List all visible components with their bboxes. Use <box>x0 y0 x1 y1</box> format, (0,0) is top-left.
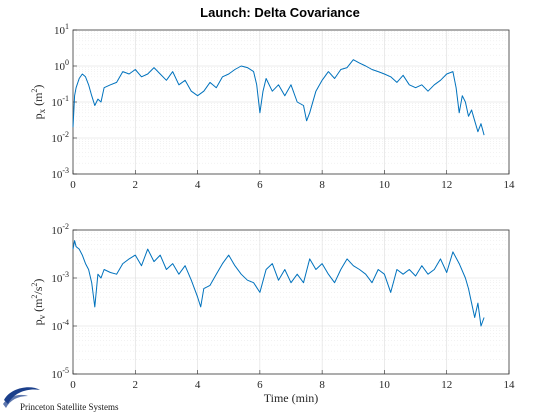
x-tick-label: 10 <box>379 179 391 191</box>
y-tick-exponent: -5 <box>62 366 69 375</box>
y-tick-label: 10-2 <box>51 222 69 237</box>
x-tick-label: 14 <box>504 379 516 391</box>
logo-swoosh-icon <box>4 387 40 404</box>
y-tick-label: 10-1 <box>51 94 69 109</box>
y-tick-exponent: -1 <box>62 94 69 103</box>
x-tick-label: 8 <box>319 179 325 191</box>
x-tick-label: 8 <box>319 379 325 391</box>
y-tick-exponent: -2 <box>62 130 69 139</box>
company-logo: Princeton Satellite Systems <box>3 387 119 412</box>
x-tick-label: 0 <box>70 379 76 391</box>
logo-swoosh-accent-icon <box>3 394 28 408</box>
series-line <box>72 240 485 327</box>
axes-border <box>72 229 510 375</box>
y-tick-label: 101 <box>54 22 69 37</box>
x-tick-label: 4 <box>195 379 201 391</box>
x-axis-label: Time (min) <box>264 391 319 405</box>
x-tick-label: 2 <box>133 179 139 191</box>
y-axis-label: px (m2) <box>30 85 47 120</box>
series-line <box>72 59 485 136</box>
y-tick-label: 10-3 <box>51 166 69 181</box>
y-tick-label: 10-3 <box>51 270 69 285</box>
y-tick-exponent: -3 <box>62 166 69 175</box>
y-tick-label: 10-5 <box>51 366 69 381</box>
y-axis-label: pv (m2/s2) <box>30 279 47 326</box>
y-tick-exponent: -2 <box>62 222 69 231</box>
x-tick-label: 12 <box>441 179 452 191</box>
x-tick-label: 14 <box>504 179 516 191</box>
chart-title: Launch: Delta Covariance <box>200 5 360 20</box>
x-tick-label: 6 <box>257 379 263 391</box>
plot-area <box>72 229 510 375</box>
y-tick-label: 10-2 <box>51 130 69 145</box>
y-tick-exponent: 1 <box>65 22 69 31</box>
axes-border <box>72 29 510 175</box>
x-tick-label: 6 <box>257 179 263 191</box>
x-tick-label: 4 <box>195 179 201 191</box>
logo-text: Princeton Satellite Systems <box>20 402 119 412</box>
y-tick-label: 10-4 <box>51 318 69 333</box>
x-tick-label: 2 <box>133 379 139 391</box>
x-tick-label: 10 <box>379 379 391 391</box>
axes-bottom: 0 2 4 6 8 10 12 14 10-5 10-4 10-3 10-2 pv (m2/s2) Tim… <box>30 222 515 405</box>
y-tick-exponent: -4 <box>62 318 69 327</box>
x-tick-label: 0 <box>70 179 76 191</box>
y-tick-exponent: -3 <box>62 270 69 279</box>
x-tick-label: 12 <box>441 379 452 391</box>
y-tick-label: 100 <box>54 58 69 73</box>
y-tick-exponent: 0 <box>65 58 69 67</box>
